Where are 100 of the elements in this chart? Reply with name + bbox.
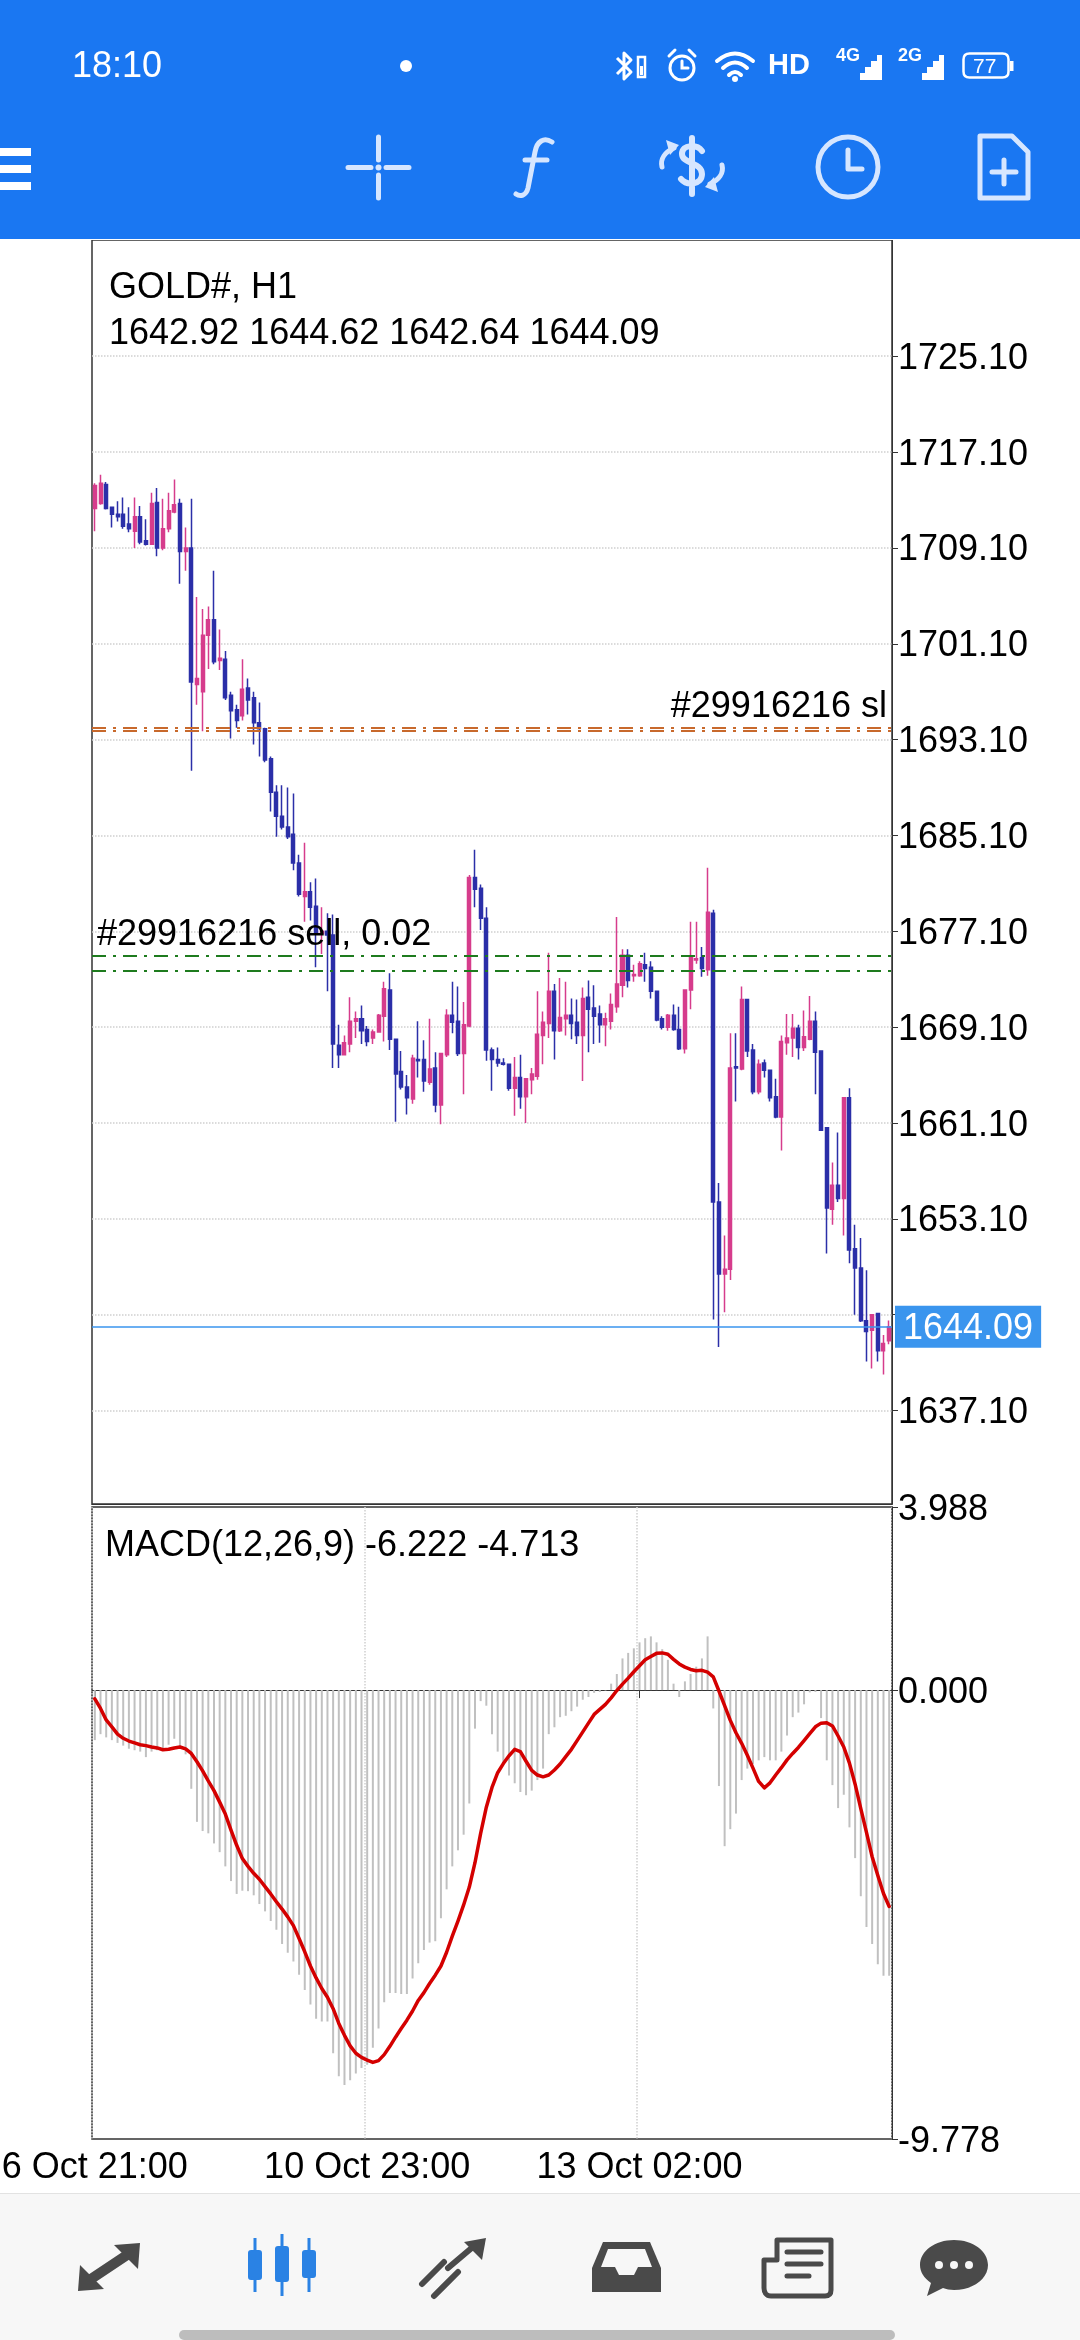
candlestick <box>523 1077 529 1124</box>
bar <box>235 1690 238 1894</box>
bar <box>803 1690 806 1705</box>
y-tick-label: 1677.10 <box>898 910 1029 952</box>
bar <box>405 1690 408 1995</box>
candlestick <box>353 1010 359 1039</box>
bar <box>712 1690 715 1709</box>
candlestick <box>869 1313 875 1370</box>
x-tick-label: 10 Oct 23:00 <box>264 2144 471 2186</box>
candlestick <box>824 1127 830 1255</box>
candlestick <box>120 496 126 530</box>
candlestick <box>795 1024 801 1061</box>
candlestick <box>540 1010 546 1066</box>
candlestick <box>585 979 591 1054</box>
bar <box>230 1690 233 1882</box>
candlestick <box>234 704 240 729</box>
candlestick <box>421 1039 427 1093</box>
bar <box>247 1690 250 1892</box>
bar <box>456 1690 459 1851</box>
bar <box>576 1690 579 1707</box>
bar <box>700 1658 703 1691</box>
candlestick <box>137 505 143 546</box>
candlestick <box>846 1087 852 1264</box>
bar <box>610 1683 613 1691</box>
text: 4G <box>836 45 861 65</box>
candlestick <box>568 997 574 1040</box>
bar <box>286 1690 289 1953</box>
bar <box>462 1690 465 1835</box>
bar <box>366 1690 369 2065</box>
bar <box>559 1690 562 1718</box>
bar <box>439 1690 442 1919</box>
bar <box>281 1690 284 1944</box>
bar <box>377 1690 380 2029</box>
bar <box>207 1690 210 1834</box>
candlestick <box>239 658 245 722</box>
bar <box>865 1690 868 1927</box>
y-tick-label: 1653.10 <box>898 1198 1029 1240</box>
bar <box>315 1690 318 2019</box>
bar <box>167 1690 170 1745</box>
candlestick <box>290 792 296 871</box>
candlestick <box>177 498 183 585</box>
candlestick <box>710 908 716 1321</box>
bar <box>797 1690 800 1713</box>
bar <box>706 1636 709 1691</box>
candlestick <box>807 995 813 1042</box>
candlestick <box>188 498 194 772</box>
bar <box>689 1674 692 1691</box>
bar <box>593 1690 596 1693</box>
y-tick-label: 3.988 <box>898 1486 989 1528</box>
candlestick <box>773 1077 779 1119</box>
candlestick <box>580 986 586 1082</box>
bar <box>491 1690 493 1735</box>
candlestick <box>200 608 206 732</box>
candlestick <box>415 1020 421 1079</box>
bar <box>371 1690 374 2048</box>
candlestick <box>812 1010 818 1095</box>
candlestick <box>778 1034 784 1152</box>
candlestick <box>381 980 387 1043</box>
candlestick <box>829 1161 835 1226</box>
bar <box>241 1690 244 1891</box>
bar <box>508 1690 511 1776</box>
bar <box>888 1690 891 1976</box>
candlestick <box>551 983 557 1061</box>
text: HD <box>768 48 810 80</box>
candlestick <box>495 1046 501 1068</box>
bar <box>354 1690 357 2074</box>
bar <box>275 1690 278 1930</box>
bar <box>513 1690 516 1784</box>
text: 1642.92 1644.62 1642.64 1644.09 <box>109 310 660 352</box>
candlestick <box>341 1034 347 1056</box>
bar <box>292 1690 295 1962</box>
candlestick <box>489 1046 495 1092</box>
candlestick <box>546 952 552 1039</box>
bar <box>144 1690 147 1758</box>
bar <box>536 1690 539 1781</box>
bar <box>786 1690 789 1736</box>
candlestick <box>336 1024 342 1069</box>
candlestick <box>750 1043 756 1095</box>
bar <box>820 1690 823 1719</box>
bar <box>326 1690 329 2022</box>
candlestick <box>228 690 234 740</box>
bar <box>173 1690 176 1739</box>
text: 77 <box>973 54 997 77</box>
bar <box>252 1690 255 1896</box>
candlestick <box>784 1013 790 1056</box>
candlestick <box>143 518 149 547</box>
bar <box>337 1690 340 2077</box>
candlestick <box>597 1004 603 1044</box>
candlestick <box>245 677 251 716</box>
bar <box>859 1690 862 1897</box>
bar <box>400 1690 403 1995</box>
candlestick <box>92 482 98 532</box>
candlestick <box>517 1053 523 1110</box>
bar <box>303 1690 306 1990</box>
bar <box>564 1690 567 1716</box>
bar <box>746 1690 749 1769</box>
chart-title: MACD(12,26,9) -6.222 -4.713 <box>105 1522 580 1564</box>
candlestick <box>149 492 155 546</box>
bar <box>757 1690 760 1761</box>
candlestick <box>676 1006 682 1051</box>
